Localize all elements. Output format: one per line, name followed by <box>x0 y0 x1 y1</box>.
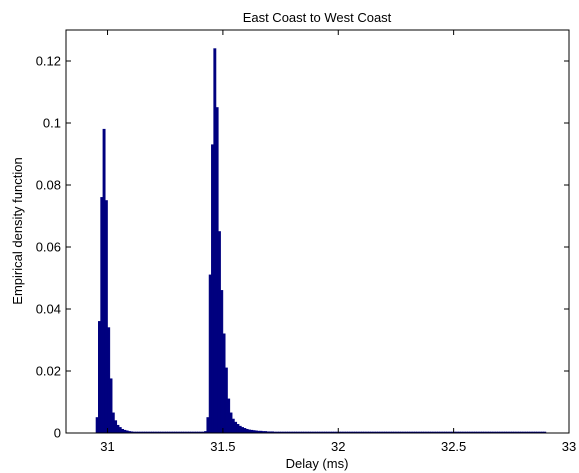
histogram-bar <box>102 128 106 434</box>
plot-area <box>65 29 570 434</box>
x-tick-label: 33 <box>562 439 576 454</box>
histogram-bar <box>238 425 242 434</box>
histogram-bar <box>217 231 221 434</box>
y-tick-label: 0.1 <box>43 116 61 131</box>
y-tick-label: 0.12 <box>36 54 61 69</box>
histogram-bar <box>215 107 219 434</box>
histogram-bar <box>236 424 240 434</box>
histogram-bar <box>211 144 214 434</box>
histogram-bar <box>118 427 122 434</box>
histogram-bar <box>116 424 120 434</box>
histogram-bar <box>224 367 228 434</box>
histogram-bar <box>100 197 104 434</box>
histogram-bar <box>95 417 99 434</box>
histogram-bar <box>245 428 249 434</box>
x-tick-label: 32.5 <box>441 439 466 454</box>
histogram-bar <box>111 412 115 434</box>
histogram-bar <box>243 428 247 434</box>
histogram-bar <box>227 398 231 434</box>
histogram-bar <box>104 200 108 434</box>
y-tick-label: 0.08 <box>36 178 61 193</box>
histogram-bar <box>229 412 233 434</box>
x-axis-ticks: 31 31.5 32 32.5 33 <box>100 30 576 454</box>
histogram-bar <box>220 290 224 434</box>
y-axis-ticks: 0 0.02 0.04 0.06 0.08 0.1 0.12 <box>36 54 569 441</box>
y-tick-label: 0.06 <box>36 240 61 255</box>
histogram-bar <box>206 417 210 434</box>
histogram-bar <box>109 378 113 434</box>
y-tick-label: 0.02 <box>36 364 61 379</box>
histogram-bar <box>121 428 124 434</box>
chart-title: East Coast to West Coast <box>243 10 392 25</box>
histogram-bar <box>222 333 226 434</box>
x-tick-label: 31 <box>100 439 114 454</box>
histogram-bar <box>98 321 101 434</box>
histogram-bar <box>208 274 212 434</box>
plot-background <box>66 30 569 433</box>
x-tick-label: 31.5 <box>210 439 235 454</box>
histogram-bar <box>107 327 111 434</box>
histogram-bar <box>231 418 235 434</box>
y-axis-label: Empirical density function <box>10 157 25 304</box>
histogram-bar <box>114 420 118 434</box>
y-tick-label: 0 <box>54 426 61 441</box>
histogram-bar <box>213 48 217 434</box>
x-axis-label: Delay (ms) <box>286 456 349 471</box>
axes-box <box>65 29 570 434</box>
x-tick-label: 32 <box>331 439 345 454</box>
histogram-bar <box>234 421 238 434</box>
histogram-bar <box>241 427 244 434</box>
y-tick-label: 0.04 <box>36 302 61 317</box>
